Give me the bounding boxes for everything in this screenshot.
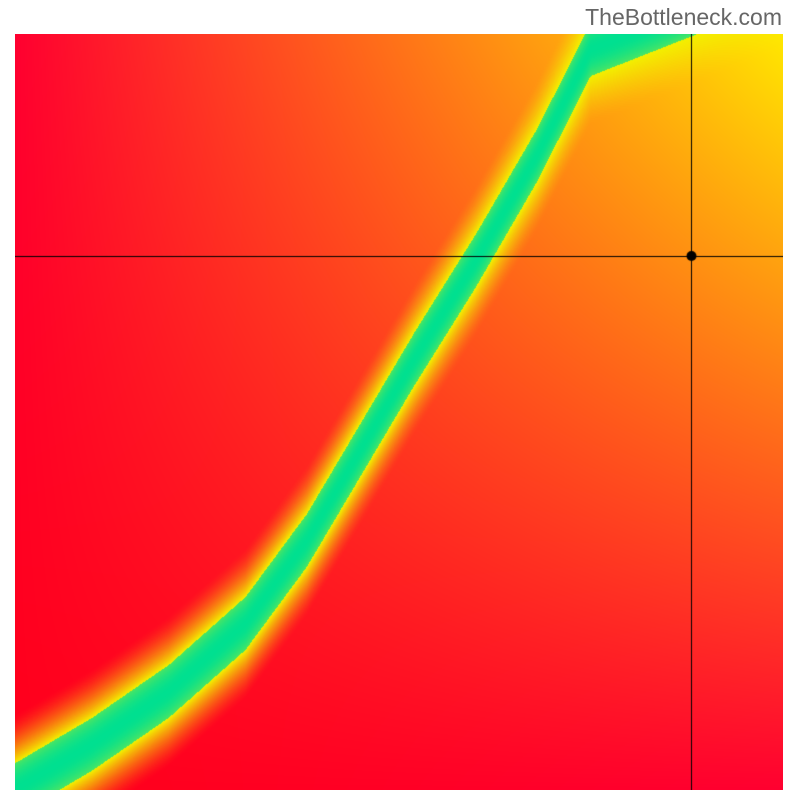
heatmap-canvas [15, 34, 783, 790]
plot-area [15, 34, 783, 790]
attribution-text: TheBottleneck.com [585, 4, 782, 31]
figure-container: TheBottleneck.com [0, 0, 800, 800]
